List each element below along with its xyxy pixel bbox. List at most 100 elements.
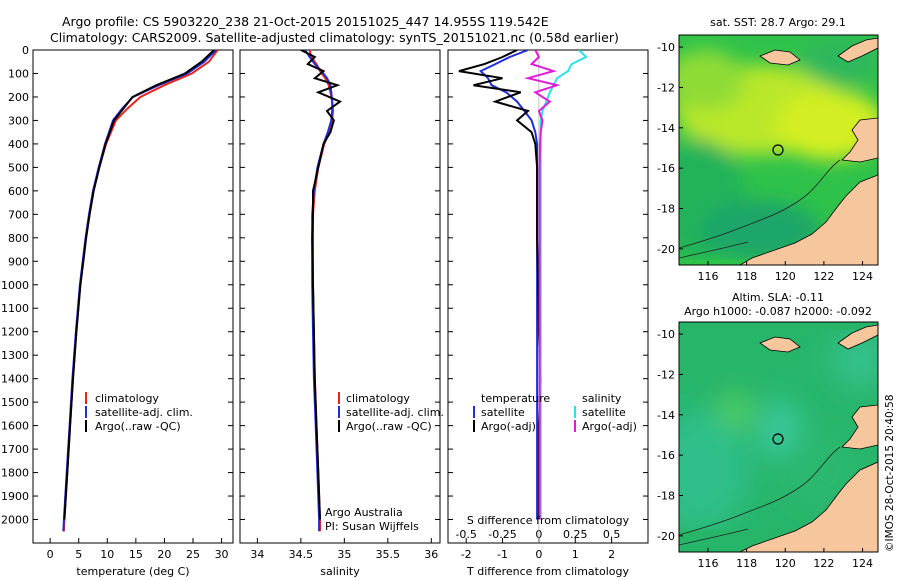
map-y-tick-label: -14 [657, 122, 675, 135]
difference-legend: temperature satellite Argo(-adj) salinit… [473, 392, 637, 433]
legend-t-satellite-label: satellite [481, 406, 525, 419]
header-line2: Climatology: CARS2009. Satellite-adjuste… [50, 30, 619, 45]
legend-climatology-label: climatology [346, 392, 410, 405]
x-tick-label: 20 [157, 548, 171, 561]
depth-tick-label: 1300 [1, 349, 29, 362]
difference-axes-frame [447, 49, 649, 544]
s-tick-label: 0.5 [603, 528, 621, 541]
salinity-axes-frame [239, 49, 441, 544]
map-y-tick-label: -18 [657, 490, 675, 503]
sla-map: Altim. SLA: -0.11 Argo h1000: -0.087 h20… [657, 291, 879, 570]
temperature-panel: 0100200300400500600700800900100011001200… [1, 44, 234, 578]
legend-s-argo-label: Argo(-adj) [582, 420, 637, 433]
legend-satellite-label: satellite-adj. clim. [346, 406, 444, 419]
map-x-tick-label: 120 [775, 270, 796, 283]
map-y-tick-label: -10 [657, 41, 675, 54]
s-tick-label: -0.25 [488, 528, 516, 541]
series-line-2 [300, 50, 343, 520]
map-x-tick-label: 124 [852, 270, 873, 283]
map-y-tick-label: -16 [657, 449, 675, 462]
x-tick-label: 35 [337, 548, 351, 561]
x-tick-label: 34.5 [289, 548, 314, 561]
depth-tick-label: 1700 [1, 443, 29, 456]
diff-series-line-0 [478, 50, 539, 520]
sst-map-title: sat. SST: 28.7 Argo: 29.1 [710, 16, 846, 29]
temperature-xlabel: temperature (deg C) [76, 565, 189, 578]
legend-argo-label: Argo(..raw -QC) [346, 420, 432, 433]
depth-tick-label: 1600 [1, 420, 29, 433]
float-position-marker [772, 433, 784, 445]
depth-tick-label: 800 [8, 232, 29, 245]
temperature-profiles [62, 50, 219, 532]
series-line-2 [63, 50, 215, 520]
temperature-axes-frame [32, 49, 234, 544]
sst-map: sat. SST: 28.7 Argo: 29.1 116 118 120 122 12… [657, 16, 879, 283]
salinity-xlabel: salinity [320, 565, 360, 578]
map-y-tick-label: -12 [657, 81, 675, 94]
x-tick-label: 35.5 [376, 548, 401, 561]
depth-tick-label: 1000 [1, 279, 29, 292]
depth-tick-label: 300 [8, 114, 29, 127]
legend-satellite-label: satellite-adj. clim. [95, 406, 193, 419]
imos-credit: ©IMOS 28-Oct-2015 20:40:58 [884, 394, 896, 552]
map-y-tick-label: -20 [657, 530, 675, 543]
float-position-marker [772, 144, 784, 156]
depth-tick-label: 100 [8, 67, 29, 80]
depth-tick-label: 1500 [1, 396, 29, 409]
map-y-tick-label: -16 [657, 162, 675, 175]
depth-tick-label: 600 [8, 185, 29, 198]
depth-tick-labels: 0 100 200 300 400 500 600 700 800 900 1000 1100 1200… [1, 44, 29, 527]
x-tick-label: 1 [572, 548, 579, 561]
sla-map-title: Altim. SLA: -0.11 [732, 291, 824, 304]
depth-tick-label: 200 [8, 91, 29, 104]
depth-tick-label: 400 [8, 138, 29, 151]
temperature-legend: climatology satellite-adj. clim. Argo(..… [85, 392, 193, 433]
legend-argo-label: Argo(..raw -QC) [95, 420, 181, 433]
depth-tick-label: 1100 [1, 302, 29, 315]
map-x-tick-label: 122 [813, 270, 834, 283]
x-tick-label: -2 [461, 548, 472, 561]
map-x-tick-label: 122 [813, 557, 834, 570]
depth-tick-label: 700 [8, 208, 29, 221]
map-x-tick-label: 118 [736, 270, 757, 283]
x-tick-label: 0 [535, 548, 542, 561]
diff-series-line-3 [524, 50, 561, 520]
s-difference-tick-labels: -0.5 -0.25 0 0.25 0.5 [455, 528, 620, 541]
salinity-panel: 34 34.5 35 35.5 36 salinity climatology sate… [239, 49, 444, 578]
sst-map-ticks: 116 118 120 122 124 -10 -12 -14 -16 -18 -20 [657, 41, 873, 283]
legend-t-argo-label: Argo(-adj) [481, 420, 536, 433]
difference-panel: -2 -1 0 1 2 -0.5 -0.25 0 0.25 0.5 T difference f… [447, 49, 649, 578]
depth-tick-label: 500 [8, 161, 29, 174]
diff-series-line-1 [458, 50, 542, 520]
float-pi: PI: Susan Wijffels [325, 520, 419, 533]
salinity-legend: climatology satellite-adj. clim. Argo(..… [338, 392, 444, 433]
x-tick-label: 10 [100, 548, 114, 561]
sla-map-field [679, 322, 878, 552]
x-tick-label: 15 [129, 548, 143, 561]
x-tick-label: 34 [250, 548, 264, 561]
s-difference-xlabel: S difference from climatology [467, 514, 630, 527]
map-y-tick-label: -14 [657, 409, 675, 422]
sst-map-field [679, 35, 878, 265]
map-x-tick-label: 116 [697, 270, 718, 283]
depth-tick-label: 1900 [1, 490, 29, 503]
series-line-0 [62, 50, 219, 532]
float-institution: Argo Australia [325, 506, 403, 519]
sla-map-ticks: 116 118 120 122 124 -10 -12 -14 -16 -18 -20 [657, 328, 873, 570]
s-tick-label: 0.25 [563, 528, 588, 541]
diff-series-line-2 [539, 50, 588, 520]
map-y-tick-label: -12 [657, 368, 675, 381]
legend-climatology-label: climatology [95, 392, 159, 405]
s-tick-label: -0.5 [455, 528, 476, 541]
depth-tick-label: 0 [22, 44, 29, 57]
map-y-tick-label: -18 [657, 203, 675, 216]
difference-profiles [458, 50, 588, 543]
x-tick-label: 25 [186, 548, 200, 561]
map-y-tick-label: -20 [657, 243, 675, 256]
legend-salinity-title: salinity [582, 392, 622, 405]
sla-map-frame [678, 321, 879, 553]
x-tick-label: -1 [497, 548, 508, 561]
series-line-1 [62, 50, 217, 532]
map-x-tick-label: 120 [775, 557, 796, 570]
